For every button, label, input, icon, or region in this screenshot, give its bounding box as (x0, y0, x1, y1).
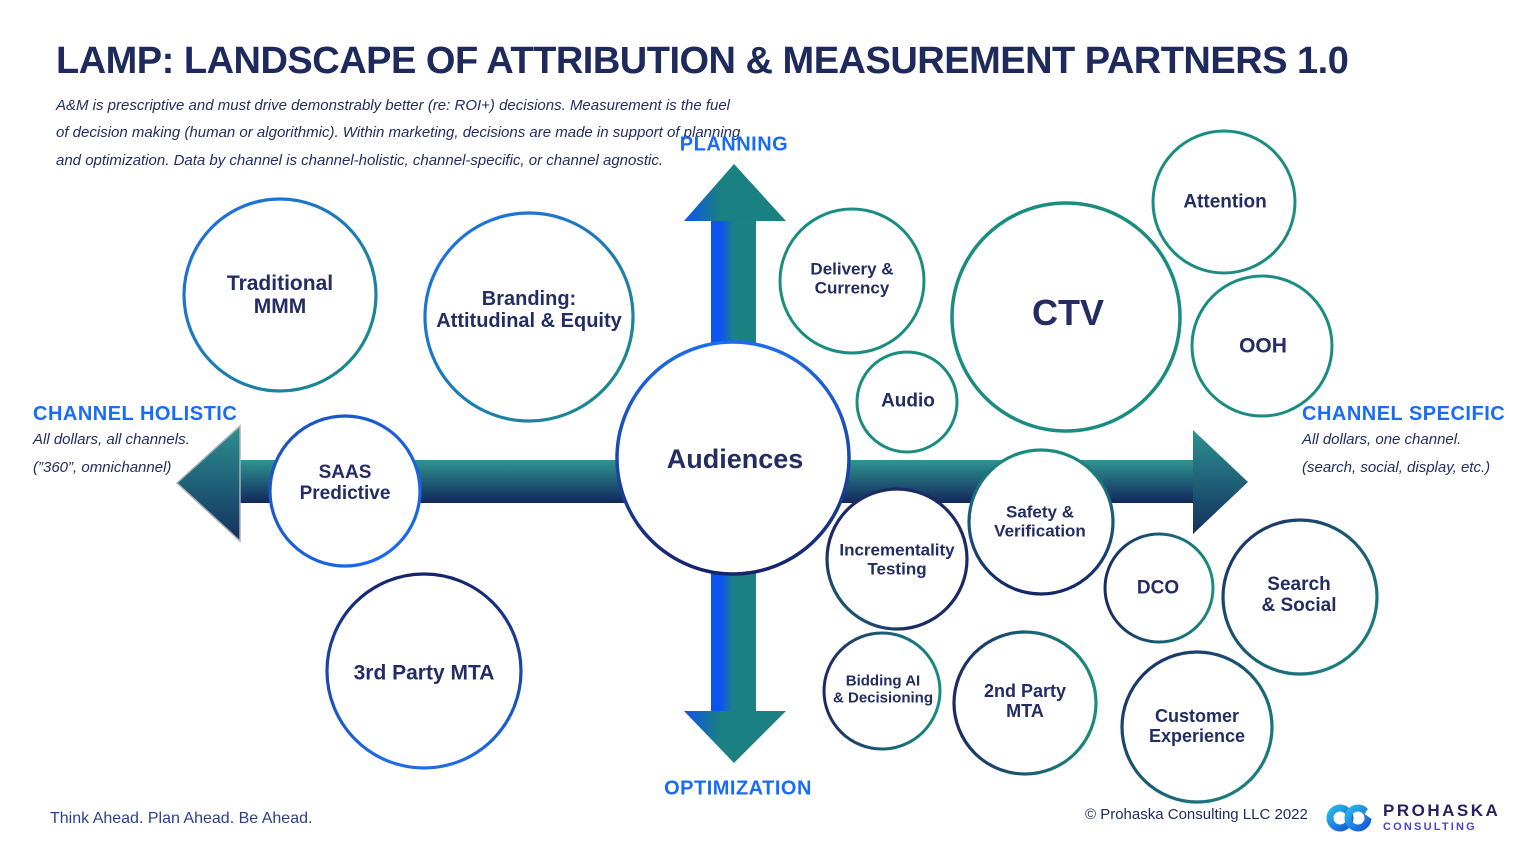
bubble-label-ctv: CTV (1032, 292, 1104, 334)
bubble-label-attention: Attention (1183, 191, 1267, 213)
arrow-head-right (1193, 430, 1248, 534)
bubble-label-second-party-mta: 2nd Party MTA (983, 681, 1067, 721)
footer-tagline: Think Ahead. Plan Ahead. Be Ahead. (50, 810, 313, 827)
bubble-label-incrementality-testing: Incrementality Testing (839, 540, 955, 578)
logo-name: PROHASKA (1383, 801, 1501, 821)
arrow-head-up (684, 164, 786, 221)
bubble-label-audiences: Audiences (666, 444, 804, 475)
prohaska-logo-wordmark: PROHASKA CONSULTING (1383, 801, 1501, 834)
bubble-label-search-social: Search & Social (1261, 574, 1337, 616)
bubble-circle-saas-predictive (268, 414, 422, 568)
bubble-circle-delivery-currency (778, 207, 926, 355)
bubble-circle-safety-verification (967, 448, 1115, 596)
bubble-label-traditional-mmm: Traditional MMM (226, 271, 334, 318)
bubble-label-branding: Branding: Attitudinal & Equity (436, 288, 622, 332)
bubble-label-safety-verification: Safety & Verification (994, 502, 1086, 540)
bubble-label-bidding-ai: Bidding AI & Decisioning (832, 672, 934, 706)
bubble-circle-attention (1151, 129, 1297, 275)
arrow-head-left (175, 424, 241, 543)
bubble-label-dco: DCO (1136, 577, 1180, 599)
bubble-label-audio: Audio (881, 390, 935, 412)
bubble-circle-customer-experience (1120, 650, 1274, 804)
bubble-circle-audiences (615, 340, 851, 576)
bubble-label-delivery-currency: Delivery & Currency (810, 259, 894, 297)
bubble-circle-second-party-mta (952, 630, 1098, 776)
axis-label-planning: PLANNING (679, 133, 789, 156)
prohaska-logo: PROHASKA CONSULTING (1325, 797, 1500, 839)
bubble-circle-search-social (1221, 518, 1379, 676)
axis-block-channel-specific: CHANNEL SPECIFIC All dollars, one channe… (1302, 403, 1505, 482)
axis-label-optimization: OPTIMIZATION (664, 777, 812, 800)
axis-label-channel-specific: CHANNEL SPECIFIC (1302, 403, 1506, 425)
arrow-head-down (684, 711, 786, 763)
axis-sub-channel-holistic: All dollars, all channels. (”360”, omnic… (33, 431, 190, 476)
axis-sub-channel-specific: All dollars, one channel. (search, socia… (1302, 431, 1491, 476)
bubble-circle-ooh (1190, 274, 1334, 418)
bubble-circle-incrementality-testing (825, 487, 969, 631)
axis-label-channel-holistic: CHANNEL HOLISTIC (33, 403, 238, 425)
bubble-label-saas-predictive: SAAS Predictive (299, 462, 391, 504)
page-subtitle: A&M is prescriptive and must drive demon… (56, 97, 741, 169)
page-title: LAMP: LANDSCAPE OF ATTRIBUTION & MEASURE… (56, 40, 1349, 82)
axis-block-channel-holistic: CHANNEL HOLISTIC All dollars, all channe… (33, 403, 237, 482)
bubble-label-third-party-mta: 3rd Party MTA (353, 661, 495, 685)
bubble-label-ooh: OOH (1239, 334, 1287, 358)
footer-copyright: © Prohaska Consulting LLC 2022 (1085, 806, 1308, 823)
bubble-circle-traditional-mmm (182, 197, 378, 393)
bubble-label-customer-experience: Customer Experience (1148, 706, 1246, 746)
bubble-circle-bidding-ai (822, 631, 942, 751)
logo-subtitle: CONSULTING (1383, 820, 1477, 833)
bubble-circle-third-party-mta (325, 572, 523, 770)
bubble-circle-branding (423, 211, 635, 423)
bubble-circle-ctv (950, 201, 1182, 433)
prohaska-logo-icon (1326, 804, 1375, 832)
bubble-circle-dco (1103, 532, 1215, 644)
bubble-circle-audio (855, 350, 959, 454)
